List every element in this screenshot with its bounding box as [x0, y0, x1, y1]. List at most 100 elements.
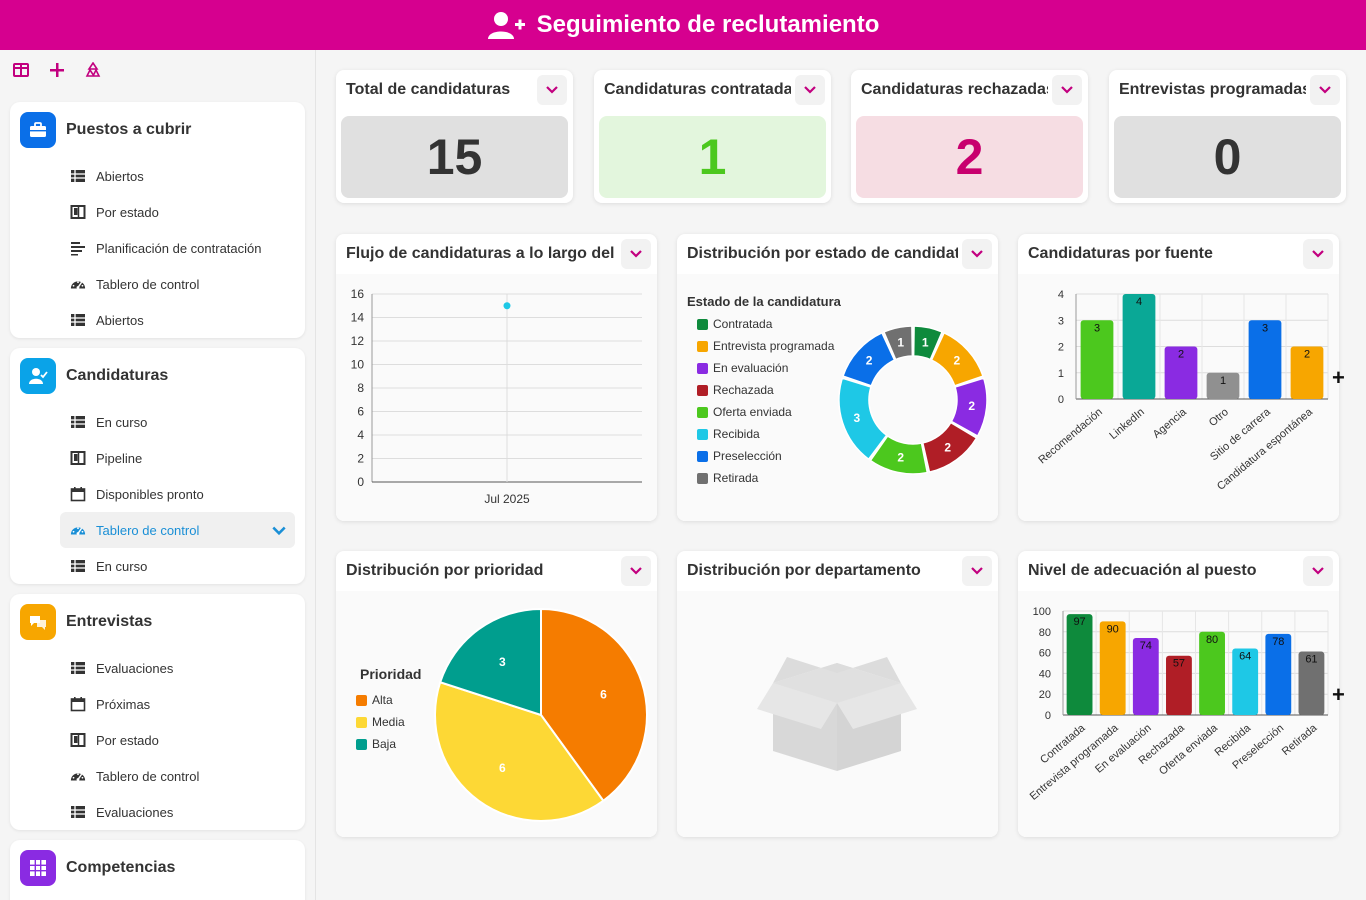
bar: [1199, 631, 1225, 715]
top-bar: Seguimiento de reclutamiento: [0, 0, 1366, 50]
sidebar-item[interactable]: Por estado: [10, 722, 305, 758]
grid-icon: [20, 850, 56, 886]
chart-title: Distribución por estado de candidatura: [687, 245, 958, 262]
data-point: [503, 302, 511, 310]
recycle-icon[interactable]: [84, 61, 102, 79]
x-tick-label: Oferta enviada: [1157, 722, 1221, 778]
y-tick-label: 20: [1039, 689, 1051, 701]
bar: [1232, 648, 1259, 715]
sidebar-item[interactable]: En curso: [10, 548, 305, 584]
y-tick-label: 6: [357, 405, 364, 419]
kpi-value: 15: [341, 116, 568, 198]
chevron-down-icon[interactable]: [795, 75, 825, 105]
kanban-icon: [70, 450, 86, 466]
kpi-title: Entrevistas programadas: [1119, 81, 1306, 98]
sidebar-item[interactable]: Tablero de control: [10, 758, 305, 794]
legend-title: Prioridad: [360, 666, 421, 682]
sidebar-section-header[interactable]: Entrevistas: [10, 594, 305, 650]
sidebar-item[interactable]: Evaluaciones: [10, 650, 305, 686]
donut-slice: [912, 325, 944, 361]
y-tick-label: 14: [351, 311, 365, 325]
y-tick-label: 1: [1058, 368, 1064, 380]
sidebar-item-label: En curso: [96, 558, 148, 574]
y-tick-label: 2: [357, 452, 364, 466]
y-tick-label: 0: [1045, 710, 1051, 722]
slice-label: 3: [499, 655, 506, 669]
x-tick-label: LinkedIn: [1107, 406, 1147, 442]
slice-label: 3: [854, 411, 861, 425]
sidebar-section-header[interactable]: Candidaturas: [10, 348, 305, 404]
sidebar-item[interactable]: Pipeline: [10, 440, 305, 476]
bar: [1122, 294, 1156, 399]
bar-value-label: 3: [1262, 322, 1268, 334]
chevron-down-icon[interactable]: [621, 239, 651, 269]
chevron-down-icon[interactable]: [621, 556, 651, 586]
sidebar-section-header[interactable]: Competencias: [10, 840, 305, 896]
chevron-down-icon[interactable]: [1303, 239, 1333, 269]
add-chart-plus-icon[interactable]: +: [1332, 365, 1345, 390]
sidebar-item-label: Por estado: [96, 732, 159, 748]
sidebar-item[interactable]: Evaluaciones: [10, 794, 305, 830]
sidebar-item[interactable]: Tablero de control: [10, 266, 305, 302]
chart-title: Distribución por departamento: [687, 562, 921, 579]
chevron-down-icon[interactable]: [1052, 75, 1082, 105]
legend-title: Estado de la candidatura: [687, 294, 842, 309]
gauge-icon: [70, 522, 86, 538]
slice-label: 2: [866, 354, 873, 368]
bar-value-label: 4: [1136, 296, 1142, 308]
sidebar-item-label: En curso: [96, 414, 148, 430]
bar: [1290, 346, 1324, 399]
legend-swatch: [697, 363, 708, 374]
layout-icon[interactable]: [12, 61, 30, 79]
chevron-down-icon[interactable]: [271, 523, 286, 537]
sidebar-item-label: Próximas: [96, 696, 151, 712]
app-title: Seguimiento de reclutamiento: [536, 11, 880, 38]
donut-slice: [869, 434, 929, 475]
bar-value-label: 74: [1140, 640, 1152, 652]
table-icon: [70, 660, 86, 676]
sidebar-item[interactable]: Tablero de control: [60, 512, 295, 548]
chevron-down-icon[interactable]: [962, 239, 992, 269]
legend-swatch: [356, 739, 367, 750]
sidebar: Puestos a cubrir Abiertos Por estado Planif…: [0, 50, 316, 900]
kanban-icon: [70, 732, 86, 748]
chevron-down-icon[interactable]: [1303, 556, 1333, 586]
sidebar-item[interactable]: Por estado: [10, 194, 305, 230]
y-tick-label: 2: [1058, 342, 1064, 354]
legend-swatch: [697, 407, 708, 418]
sidebar-item[interactable]: Disponibles pronto: [10, 476, 305, 512]
chevron-down-icon[interactable]: [1310, 75, 1340, 105]
sidebar-item[interactable]: Abiertos: [10, 302, 305, 338]
donut-slice: [930, 331, 984, 387]
sidebar-section-4: Competencias: [10, 840, 305, 900]
kanban-icon: [70, 204, 86, 220]
sidebar-item-label: Abiertos: [96, 168, 144, 184]
plus-icon[interactable]: [48, 61, 66, 79]
legend-swatch: [697, 341, 708, 352]
chevron-down-icon[interactable]: [962, 556, 992, 586]
bar: [1166, 655, 1192, 715]
legend-swatch: [697, 451, 708, 462]
line-chart: 0 2 4 6 8 10 12 14 16 Jul 2025: [351, 287, 642, 506]
sidebar-item[interactable]: Próximas: [10, 686, 305, 722]
legend-swatch: [697, 473, 708, 484]
bar: [1206, 372, 1240, 399]
chart-title: Flujo de candidaturas a lo largo del tie…: [346, 245, 617, 262]
bar: [1080, 320, 1114, 399]
slice-label: 6: [600, 688, 607, 702]
chart-card-flujo: Flujo de candidaturas a lo largo del tie…: [336, 234, 657, 521]
x-tick-label: Agencia: [1151, 406, 1190, 441]
sidebar-item[interactable]: Planificación de contratación: [10, 230, 305, 266]
add-chart-plus-icon[interactable]: +: [1332, 682, 1345, 707]
sidebar-item[interactable]: En curso: [10, 404, 305, 440]
y-tick-label: 60: [1039, 648, 1051, 660]
sidebar-item[interactable]: Abiertos: [10, 158, 305, 194]
empty-box-icon: [757, 657, 917, 771]
sidebar-item-label: Tablero de control: [96, 276, 200, 292]
y-tick-label: 3: [1058, 315, 1064, 327]
sidebar-section-header[interactable]: Puestos a cubrir: [10, 102, 305, 158]
y-tick-label: 0: [357, 475, 364, 489]
chevron-down-icon[interactable]: [537, 75, 567, 105]
donut-slice: [838, 377, 888, 461]
